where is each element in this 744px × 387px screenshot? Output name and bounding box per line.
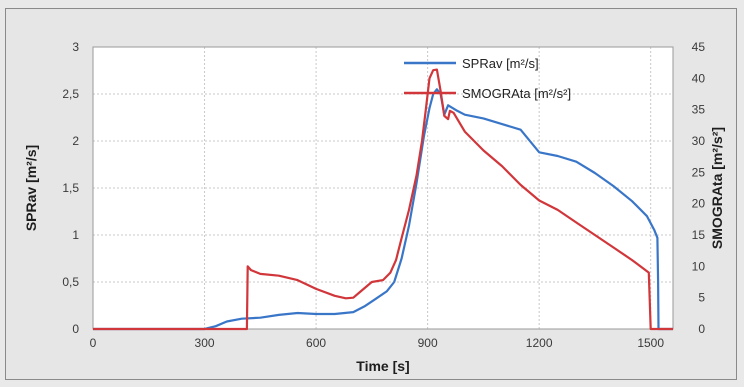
series-layer — [93, 68, 673, 331]
plot-border — [92, 46, 674, 330]
series-line-2 — [93, 68, 673, 331]
y2-tick-label: 35 — [692, 103, 706, 117]
y2-tick-label: 45 — [692, 40, 706, 54]
series-line-1 — [93, 88, 673, 331]
y2-tick-label: 40 — [692, 71, 706, 85]
x-tick-label: 300 — [195, 336, 215, 350]
y-tick-label: 0 — [72, 322, 79, 336]
chart-svg: 0 300 600 900 1200 150000,511,522,53051015202… — [23, 40, 725, 374]
y-tick-label: 1 — [72, 228, 79, 242]
y2-tick-label: 10 — [692, 259, 706, 273]
y2-tick-label: 30 — [692, 134, 706, 148]
y-tick-label: 1,5 — [62, 181, 79, 195]
x-tick-label: 900 — [418, 336, 438, 350]
y2-tick-label: 25 — [692, 165, 706, 179]
legend-label-2: SMOGRAta [m²/s²] — [462, 86, 571, 101]
y2-tick-label: 0 — [698, 322, 705, 336]
x-tick-label: 1500 — [637, 336, 664, 350]
legend: SPRav [m²/s] SMOGRAta [m²/s²] — [404, 56, 571, 101]
x-tick-label: 0 — [90, 336, 97, 350]
x-tick-label: 1200 — [526, 336, 553, 350]
axis-layer: 0 300 600 900 1200 150000,511,522,53051015202… — [62, 40, 705, 350]
chart-frame: 0 300 600 900 1200 1500 0 0,5 1 1,5 2 2,5 3 0 5 10 15 20 2… — [5, 8, 737, 380]
x-tick-label: 600 — [306, 336, 326, 350]
x-axis-title: Time [s] — [356, 358, 409, 374]
y2-tick-label: 20 — [692, 197, 706, 211]
y-tick-label: 2,5 — [62, 87, 79, 101]
y-axis-title: SPRav [m²/s] — [23, 145, 39, 231]
y-tick-label: 3 — [72, 40, 79, 54]
y-tick-label: 0,5 — [62, 275, 79, 289]
y2-axis-title: SMOGRAta [m²/s²] — [709, 127, 725, 249]
y-tick-label: 2 — [72, 134, 79, 148]
y2-tick-label: 15 — [692, 228, 706, 242]
y2-tick-label: 5 — [698, 291, 705, 305]
legend-label-1: SPRav [m²/s] — [462, 56, 539, 71]
